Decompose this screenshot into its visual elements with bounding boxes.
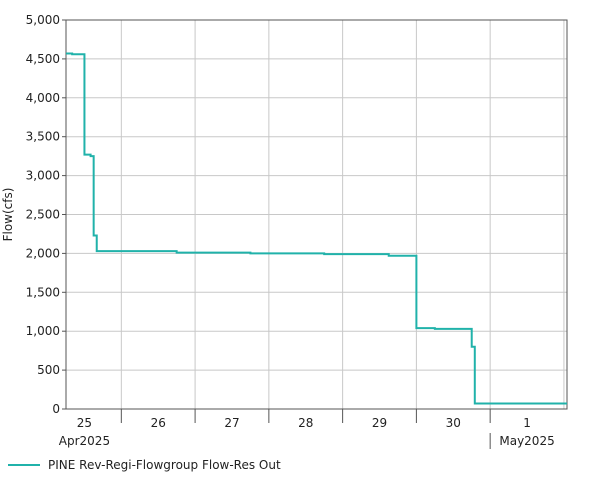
series-line	[66, 52, 567, 405]
x-tick-label: 25	[77, 416, 92, 430]
y-tick-label: 2,500	[26, 208, 60, 222]
flow-chart: 0 500 1,000 1,500 2,000 2,500 3,000 3,500 4,000 4…	[1, 13, 568, 449]
grid-lines	[66, 19, 567, 410]
legend: PINE Rev-Regi-Flowgroup Flow-Res Out	[8, 456, 281, 474]
x-tick-label: 1	[523, 416, 531, 430]
y-axis: 0 500 1,000 1,500 2,000 2,500 3,000 3,500 4,000 4…	[26, 13, 66, 416]
y-tick-label: 3,500	[26, 130, 60, 144]
series-layer	[66, 52, 567, 405]
x-tick-label: 27	[224, 416, 239, 430]
y-tick-label: 500	[37, 363, 60, 377]
y-tick-label: 2,000	[26, 246, 60, 260]
x-tick-label: 28	[298, 416, 313, 430]
y-tick-label: 4,500	[26, 52, 60, 66]
y-tick-label: 0	[52, 402, 60, 416]
y-axis-title: Flow(cfs)	[1, 188, 15, 242]
x-period-label: Apr2025	[59, 434, 110, 448]
x-tick-label: 26	[151, 416, 166, 430]
legend-entry-label: PINE Rev-Regi-Flowgroup Flow-Res Out	[48, 458, 281, 472]
x-period-label: May2025	[499, 434, 554, 448]
y-tick-label: 1,500	[26, 285, 60, 299]
y-tick-label: 4,000	[26, 91, 60, 105]
x-axis: 25 26 27 28 29 30 1 Apr2025 May2025	[59, 409, 555, 449]
y-tick-label: 5,000	[26, 13, 60, 27]
x-tick-label: 29	[372, 416, 387, 430]
legend-swatch	[8, 464, 40, 466]
x-tick-label: 30	[446, 416, 461, 430]
y-tick-label: 3,000	[26, 169, 60, 183]
y-tick-label: 1,000	[26, 324, 60, 338]
